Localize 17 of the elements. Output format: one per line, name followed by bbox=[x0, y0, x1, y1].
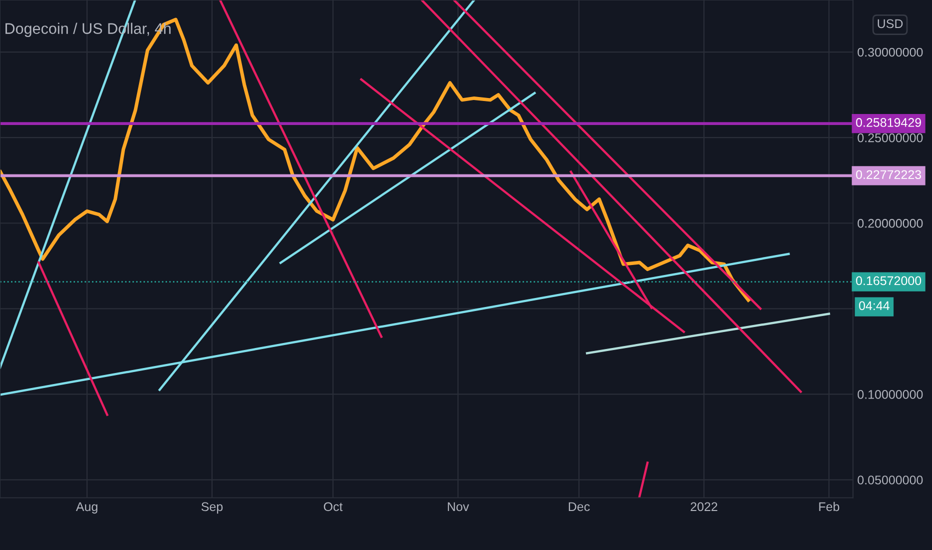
y-tick-label: 0.30000000 bbox=[858, 48, 923, 57]
x-tick-label: Nov bbox=[448, 502, 470, 512]
x-tick-label: Sep bbox=[201, 502, 223, 514]
x-tick-label: Dec bbox=[568, 502, 590, 512]
annotation: 04:44 bbox=[859, 301, 890, 310]
y-tick-label: 0.20000000 bbox=[858, 218, 923, 228]
x-tick-label: Feb bbox=[819, 502, 840, 512]
ref-line-label: 0.22772223 bbox=[856, 170, 922, 180]
x-tick-label: 2022 bbox=[690, 502, 718, 512]
x-tick-label: Aug bbox=[76, 502, 98, 514]
y-axis-title: USD bbox=[878, 19, 903, 28]
y-tick-label: 0.10000000 bbox=[858, 390, 923, 399]
y-tick-label: 0.25000000 bbox=[858, 133, 923, 142]
ref-line-label: 0.16572000 bbox=[856, 276, 922, 286]
ref-line-label: 0.25819429 bbox=[856, 118, 922, 127]
y-tick-label: 0.05000000 bbox=[858, 476, 923, 484]
x-tick-label: Oct bbox=[324, 502, 343, 512]
